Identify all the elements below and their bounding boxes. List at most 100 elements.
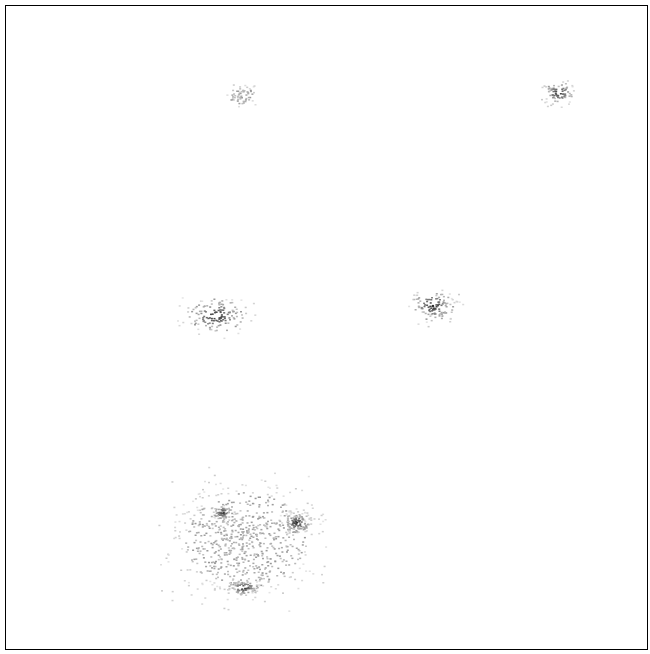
speckle xyxy=(237,531,240,534)
speckle xyxy=(266,575,269,578)
speckle xyxy=(247,560,250,562)
speckle xyxy=(265,549,268,552)
speckle xyxy=(242,543,244,545)
speckle xyxy=(256,527,259,530)
speckle xyxy=(250,90,252,93)
speckle xyxy=(195,312,198,315)
speckle xyxy=(246,579,249,582)
speckle xyxy=(543,85,546,87)
speckle xyxy=(197,493,200,495)
speckle xyxy=(282,572,285,575)
speckle xyxy=(231,315,233,317)
speckle xyxy=(230,582,232,584)
speckle xyxy=(299,515,302,517)
speckle xyxy=(302,518,305,520)
speckle xyxy=(217,494,220,496)
speckle xyxy=(196,562,199,565)
speckle xyxy=(189,569,192,571)
speckle-layer xyxy=(158,80,575,612)
speckle xyxy=(246,571,248,574)
speckle xyxy=(267,565,270,567)
speckle xyxy=(301,579,304,582)
speckle xyxy=(227,547,230,549)
speckle xyxy=(216,585,219,588)
speckle xyxy=(274,472,276,475)
speckle xyxy=(226,512,229,514)
speckle xyxy=(180,569,183,571)
speckle xyxy=(300,521,303,523)
speckle xyxy=(213,474,216,477)
speckle xyxy=(205,565,208,568)
speckle xyxy=(299,524,302,527)
speckle xyxy=(236,562,239,564)
speckle xyxy=(302,528,305,531)
speckle xyxy=(249,537,252,539)
speckle xyxy=(242,492,245,494)
speckle xyxy=(225,522,228,525)
speckle xyxy=(244,550,247,553)
speckle xyxy=(545,86,548,88)
speckle xyxy=(430,307,433,309)
speckle xyxy=(294,562,297,565)
speckle xyxy=(556,100,559,103)
speckle xyxy=(279,520,282,523)
speckle xyxy=(210,313,212,316)
speckle xyxy=(270,519,273,521)
speckle xyxy=(187,581,190,584)
speckle xyxy=(223,538,226,540)
speckle xyxy=(265,501,267,504)
speckle xyxy=(222,515,224,517)
speckle xyxy=(283,575,286,578)
speckle xyxy=(444,302,447,304)
speckle xyxy=(241,547,244,549)
speckle xyxy=(241,519,244,521)
speckle xyxy=(196,588,199,590)
speckle xyxy=(279,514,282,517)
speckle xyxy=(203,548,206,550)
speckle xyxy=(213,542,216,544)
speckle xyxy=(297,525,300,527)
speckle xyxy=(281,551,284,553)
speckle xyxy=(250,586,253,588)
speckle xyxy=(217,576,219,579)
speckle xyxy=(221,303,224,306)
speckle xyxy=(274,588,277,590)
speckle xyxy=(552,96,555,98)
speckle xyxy=(310,504,313,506)
speckle xyxy=(267,500,270,503)
speckle xyxy=(291,557,294,560)
speckle xyxy=(215,483,217,486)
speckle xyxy=(217,571,219,574)
speckle xyxy=(214,565,217,568)
speckle xyxy=(230,509,233,511)
speckle xyxy=(301,544,304,546)
speckle xyxy=(213,587,216,590)
speckle xyxy=(231,519,234,522)
speckle xyxy=(288,528,291,530)
speckle xyxy=(304,520,307,523)
speckle xyxy=(257,576,260,579)
speckle xyxy=(267,486,270,488)
speckle xyxy=(219,517,222,519)
speckle xyxy=(232,541,235,544)
speckle xyxy=(215,508,218,510)
speckle xyxy=(191,523,194,525)
speckle xyxy=(237,98,240,101)
speckle xyxy=(247,529,250,532)
speckle xyxy=(199,495,201,498)
speckle xyxy=(258,544,261,546)
speckle xyxy=(240,299,243,301)
speckle xyxy=(210,515,213,518)
speckle xyxy=(286,519,289,521)
speckle xyxy=(220,506,223,508)
speckle xyxy=(249,495,252,498)
speckle xyxy=(318,532,321,535)
speckle xyxy=(437,301,440,303)
speckle xyxy=(242,89,245,92)
speckle xyxy=(263,524,265,526)
speckle xyxy=(187,307,190,309)
speckle xyxy=(262,585,265,587)
speckle xyxy=(227,589,229,591)
speckle xyxy=(201,497,204,499)
speckle xyxy=(296,516,299,518)
